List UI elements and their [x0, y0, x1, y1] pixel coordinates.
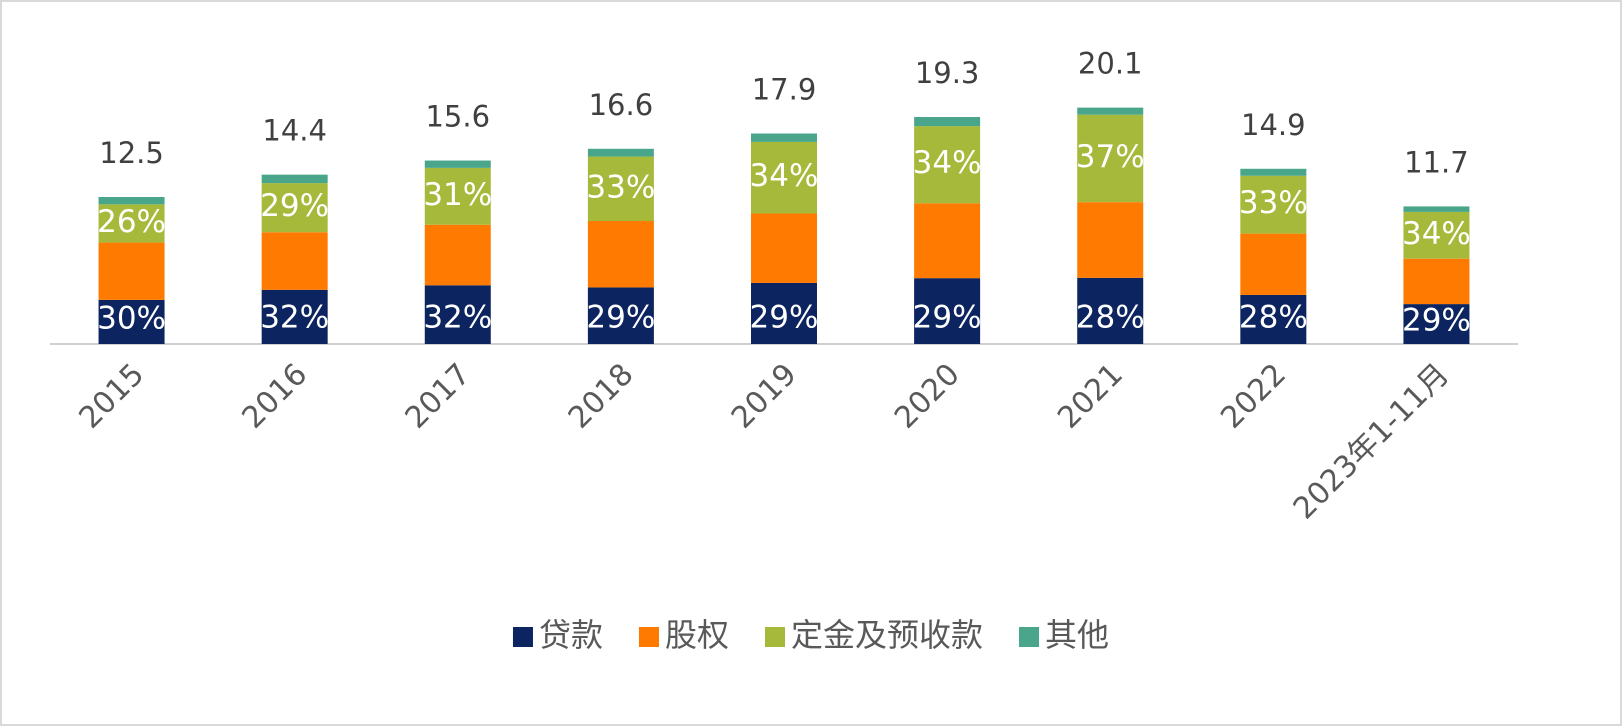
legend-label: 定金及预收款	[791, 616, 983, 654]
segment-label: 34%	[1402, 216, 1471, 252]
bar-segment	[751, 141, 817, 214]
segment-label: 34%	[913, 145, 982, 181]
total-label: 20.1	[1078, 47, 1143, 81]
segment-label: 29%	[1402, 303, 1471, 339]
bar-segment	[1240, 175, 1307, 234]
segment-label: 29%	[913, 300, 982, 336]
bar-segment	[1077, 277, 1144, 344]
segment-label: 26%	[97, 204, 166, 240]
segment-label: 29%	[586, 300, 655, 336]
bar-segment	[587, 148, 654, 157]
bar-segment	[261, 289, 328, 344]
bar-segment	[1403, 211, 1470, 259]
segment-label: 28%	[1239, 300, 1308, 336]
segment-label: 29%	[260, 188, 329, 224]
bar-segment	[914, 203, 981, 279]
total-label: 14.9	[1241, 108, 1306, 142]
bar-segment	[1240, 294, 1307, 344]
bar-segment	[587, 156, 654, 222]
bar-segment	[424, 167, 491, 225]
bar-segment	[1403, 206, 1470, 212]
legend-swatch	[1019, 627, 1040, 647]
segment-label: 37%	[1076, 139, 1145, 175]
total-label: 19.3	[915, 56, 980, 90]
legend-swatch	[765, 627, 785, 647]
bar-segment	[1077, 202, 1144, 278]
total-label: 16.6	[589, 88, 654, 122]
bar-segment	[914, 117, 981, 127]
bar-segment	[98, 299, 165, 344]
legend-label: 股权	[665, 616, 729, 654]
bar-segment	[914, 278, 981, 344]
total-label: 11.7	[1404, 145, 1469, 179]
bar-segment	[98, 242, 165, 300]
bar-segment	[1077, 107, 1144, 115]
segment-label: 28%	[1076, 300, 1145, 336]
bar-segment	[1403, 304, 1470, 344]
bar-segment	[914, 126, 981, 204]
bar-segment	[751, 133, 817, 142]
bar-segment	[1403, 258, 1470, 305]
bar-segment	[98, 204, 165, 243]
segment-label: 34%	[750, 158, 819, 194]
total-label: 12.5	[99, 136, 164, 170]
bar-segment	[1077, 114, 1144, 203]
bar-segment	[424, 285, 491, 344]
legend-swatch	[638, 627, 659, 647]
bar-segment	[261, 232, 328, 290]
bar-segment	[587, 287, 654, 344]
bar-segment	[261, 174, 328, 184]
legend-label: 贷款	[539, 616, 603, 654]
bar-segment	[1240, 168, 1307, 176]
bar-segment	[751, 213, 817, 283]
bar-segment	[261, 183, 328, 233]
bar-segment	[587, 221, 654, 288]
legend-label: 其他	[1045, 616, 1109, 654]
bar-segment	[98, 197, 165, 205]
bar-segment	[424, 224, 491, 286]
segment-label: 29%	[750, 300, 819, 336]
segment-label: 31%	[423, 177, 492, 213]
total-label: 15.6	[425, 100, 490, 134]
legend-swatch	[512, 627, 533, 647]
segment-label: 32%	[423, 300, 492, 336]
segment-label: 33%	[586, 169, 655, 205]
total-label: 17.9	[752, 72, 817, 106]
bar-segment	[1240, 233, 1307, 295]
total-label: 14.4	[262, 114, 327, 148]
segment-label: 30%	[97, 300, 166, 336]
bar-segment	[424, 160, 491, 168]
segment-label: 33%	[1239, 185, 1308, 221]
segment-label: 32%	[260, 300, 329, 336]
bar-segment	[751, 282, 817, 344]
